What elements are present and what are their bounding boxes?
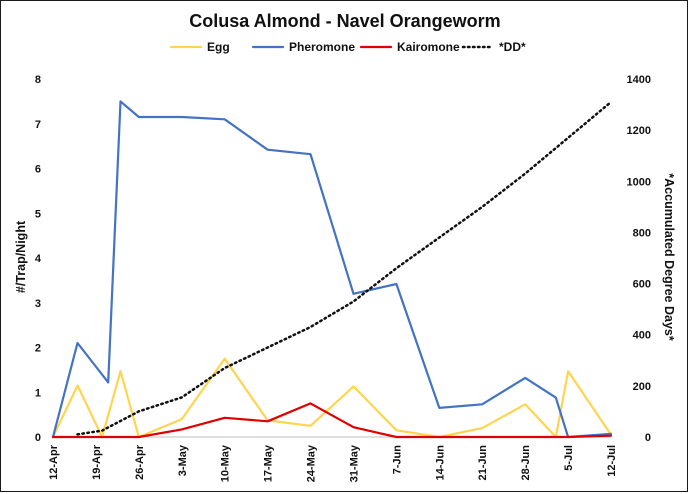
y2-tick-label: 1400: [627, 74, 651, 86]
x-tick-label: 26-Apr: [134, 444, 146, 480]
series-line-egg: [51, 357, 613, 439]
x-tick-label: 28-Jun: [520, 445, 532, 481]
legend-label-dd: *DD*: [499, 40, 526, 54]
y2-tick-label: 800: [633, 227, 651, 239]
y-tick-label: 8: [35, 74, 41, 86]
y-tick-label: 7: [35, 119, 41, 131]
y2-axis-title: *Accumulated Degree Days*: [662, 173, 676, 341]
x-tick-label: 12-Apr: [48, 444, 60, 480]
y-tick-label: 3: [35, 298, 41, 310]
x-tick-label: 14-Jun: [434, 445, 446, 481]
x-tick-label: 3-May: [177, 444, 189, 476]
x-tick-label: 21-Jun: [477, 445, 489, 481]
x-tick-label: 12-Jul: [606, 445, 618, 477]
x-tick-label: 7-Jun: [391, 445, 403, 475]
chart-title: Colusa Almond - Navel Orangeworm: [189, 11, 500, 31]
y2-tick-label: 600: [633, 279, 651, 291]
y2-tick-label: 400: [633, 330, 651, 342]
y-tick-label: 2: [35, 343, 41, 355]
y-tick-label: 1: [35, 387, 41, 399]
y-tick-label: 6: [35, 164, 41, 176]
x-tick-label: 24-May: [306, 444, 318, 482]
series-layer: [51, 100, 613, 439]
legend-label-pheromone: Pheromone: [289, 40, 355, 54]
legend: Egg Pheromone Kairomone *DD*: [169, 40, 526, 54]
legend-label-egg: Egg: [207, 40, 230, 54]
y-tick-label: 0: [35, 432, 41, 444]
legend-label-kairomone: Kairomone: [397, 40, 460, 54]
y2-tick-label: 0: [645, 432, 651, 444]
y-axis-title: #/Trap/Night: [14, 220, 28, 293]
y2-tick-label: 1200: [627, 125, 651, 137]
y2-tick-label: 200: [633, 381, 651, 393]
x-tick-label: 31-May: [348, 444, 360, 482]
x-tick-label: 10-May: [220, 444, 232, 482]
y-tick-label: 4: [35, 253, 42, 265]
y2-tick-label: 1000: [627, 176, 651, 188]
series-line-pheromone: [51, 100, 613, 439]
axes: 0 1 2 3 4 5 6 7 8 0 200 400 600 800 1000 1200 1400 12-Apr…: [35, 74, 651, 482]
x-tick-label: 19-Apr: [91, 444, 103, 480]
y-tick-label: 5: [35, 208, 41, 220]
x-tick-label: 17-May: [263, 444, 275, 482]
x-tick-label: 5-Jul: [563, 445, 575, 471]
series-line-kairomone: [51, 402, 613, 439]
series-line-dd: [76, 100, 613, 436]
